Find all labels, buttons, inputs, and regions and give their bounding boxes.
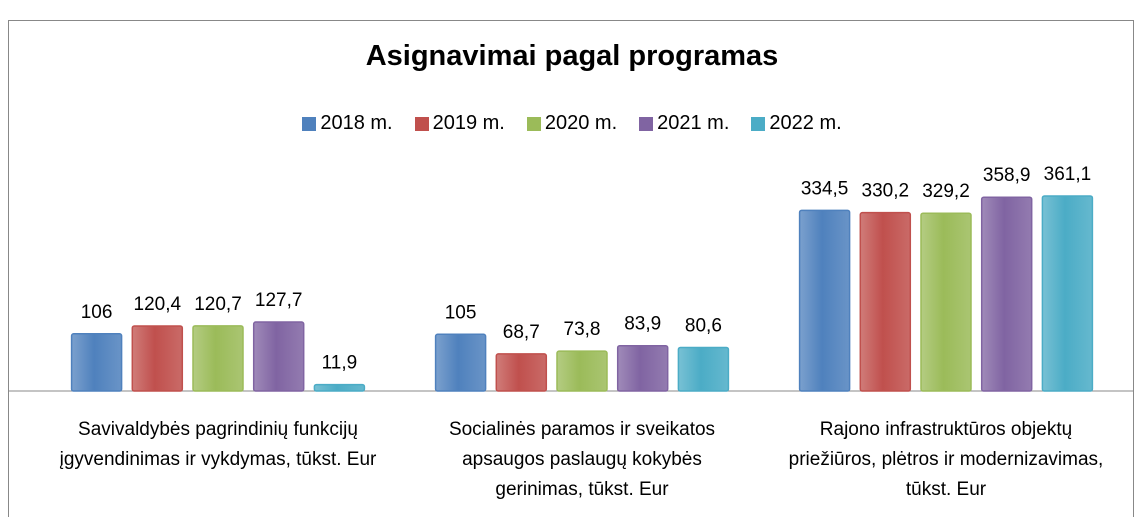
legend-item: 2018 m. bbox=[302, 112, 393, 135]
legend-item: 2019 m. bbox=[414, 112, 505, 135]
data-label: 11,9 bbox=[322, 353, 358, 374]
data-label: 358,9 bbox=[983, 165, 1031, 186]
data-label: 106 bbox=[81, 302, 113, 323]
bar bbox=[556, 350, 608, 392]
chart-frame bbox=[8, 20, 1134, 517]
data-label: 361,1 bbox=[1044, 164, 1092, 185]
data-label: 334,5 bbox=[801, 178, 849, 199]
data-label: 80,6 bbox=[685, 315, 722, 336]
legend-item: 2021 m. bbox=[639, 112, 729, 135]
data-label: 120,4 bbox=[134, 294, 182, 315]
bar bbox=[677, 346, 730, 392]
x-tick-label: Rajono infrastruktūros objektų priežiūro… bbox=[788, 419, 1104, 500]
bar bbox=[252, 321, 305, 392]
bar bbox=[313, 383, 366, 392]
data-label: 329,2 bbox=[922, 181, 970, 202]
data-label: 127,7 bbox=[255, 290, 303, 311]
bar bbox=[798, 209, 851, 392]
x-tick-label: Socialinės paramos ir sveikatos apsaugos… bbox=[448, 419, 716, 500]
bar bbox=[495, 353, 548, 392]
bar bbox=[1041, 195, 1094, 392]
data-label: 73,8 bbox=[564, 319, 601, 340]
legend: 2018 m. 2019 m. 2020 m. 2021 m. 2022 m. bbox=[0, 112, 1144, 135]
x-tick-label: Savivaldybės pagrindinių funkcijų įgyven… bbox=[59, 419, 377, 470]
data-label: 330,2 bbox=[862, 181, 910, 202]
bar bbox=[131, 325, 184, 392]
data-label: 120,7 bbox=[194, 294, 242, 315]
legend-swatch bbox=[639, 116, 654, 131]
bar bbox=[980, 196, 1033, 392]
legend-label: 2018 m. bbox=[320, 112, 393, 134]
bar bbox=[434, 333, 487, 392]
data-label: 105 bbox=[445, 302, 477, 323]
legend-label: 2019 m. bbox=[432, 112, 505, 134]
bar bbox=[859, 211, 912, 392]
bar bbox=[70, 333, 123, 392]
legend-swatch bbox=[302, 116, 317, 131]
legend-item: 2020 m. bbox=[526, 112, 618, 135]
legend-item: 2022 m. bbox=[751, 112, 842, 135]
data-label: 68,7 bbox=[503, 322, 540, 343]
legend-swatch bbox=[751, 116, 766, 131]
legend-swatch bbox=[414, 116, 429, 131]
legend-label: 2021 m. bbox=[657, 112, 730, 134]
bar bbox=[192, 325, 244, 392]
legend-label: 2022 m. bbox=[769, 112, 842, 134]
bar bbox=[616, 344, 669, 392]
chart-title: Asignavimai pagal programas bbox=[365, 40, 779, 72]
legend-label: 2020 m. bbox=[544, 112, 618, 134]
data-label: 83,9 bbox=[624, 314, 661, 335]
legend-swatch bbox=[526, 116, 541, 131]
bar bbox=[920, 212, 972, 392]
